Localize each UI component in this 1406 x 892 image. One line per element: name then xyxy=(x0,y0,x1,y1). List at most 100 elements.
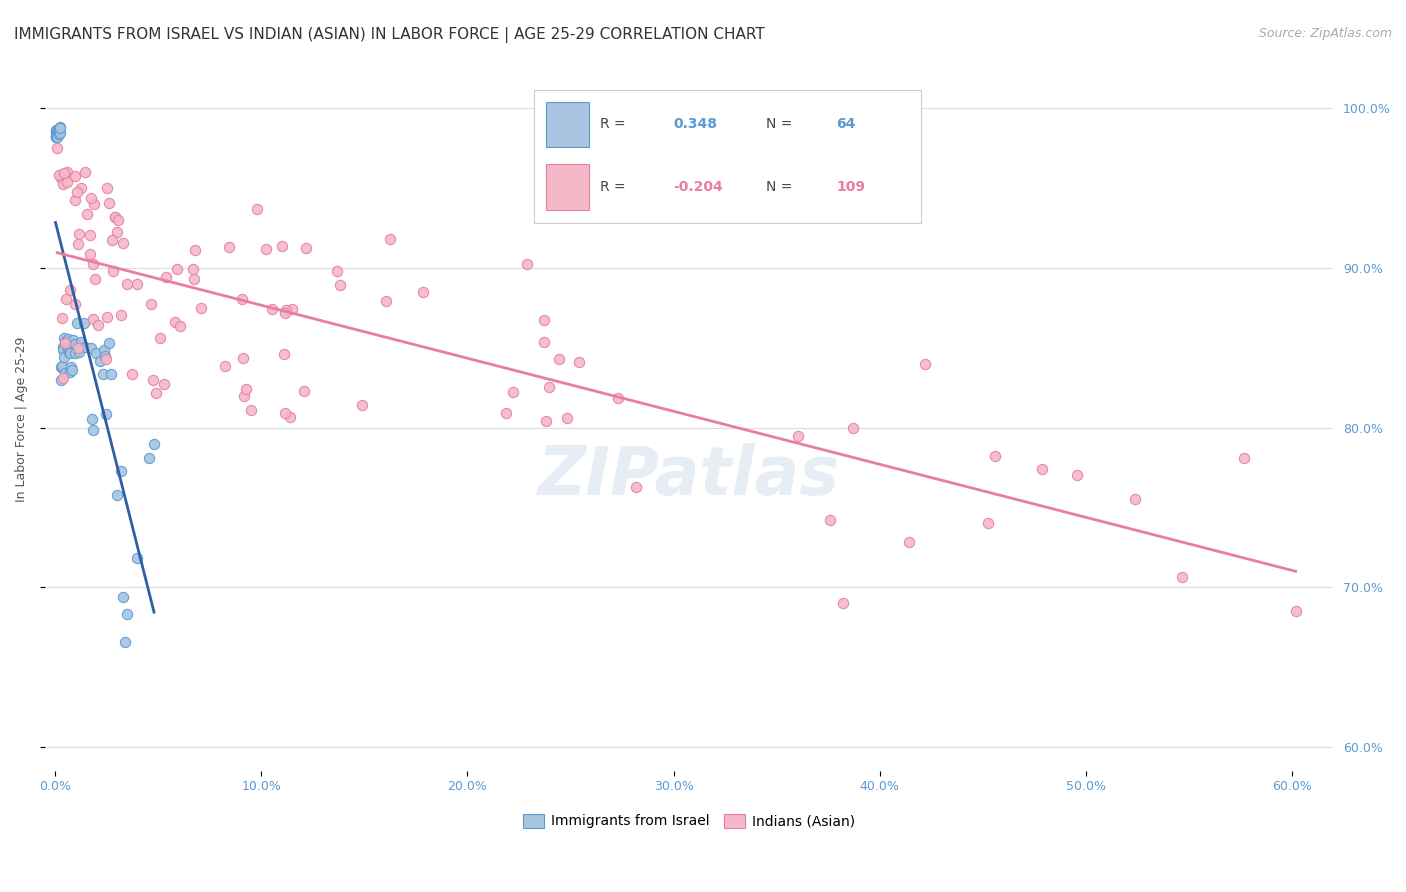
Point xyxy=(70,181,93,195)
Point xyxy=(45,124,67,138)
Point xyxy=(48,122,70,136)
Point xyxy=(897,534,920,549)
Point xyxy=(97,196,120,211)
Point xyxy=(533,313,555,327)
Point xyxy=(380,232,402,246)
Text: ZIPatlas: ZIPatlas xyxy=(538,442,839,508)
Point xyxy=(96,181,118,195)
Point xyxy=(87,318,110,332)
Point xyxy=(51,360,73,375)
Point xyxy=(169,319,191,334)
Point xyxy=(59,284,82,298)
Point xyxy=(374,294,396,309)
Point xyxy=(84,272,107,286)
Point xyxy=(166,262,188,277)
Point xyxy=(96,310,118,324)
Point xyxy=(66,341,89,355)
Point xyxy=(79,190,101,204)
Point xyxy=(49,373,72,387)
Point xyxy=(66,316,89,330)
Point xyxy=(115,607,138,621)
Point xyxy=(1066,468,1088,483)
Point xyxy=(52,371,75,385)
Point xyxy=(281,301,304,316)
Point xyxy=(127,551,149,566)
Point xyxy=(63,337,86,351)
Point xyxy=(45,127,67,141)
Point xyxy=(274,306,297,320)
Point xyxy=(65,185,87,199)
Point xyxy=(533,335,555,350)
Point xyxy=(537,380,560,394)
Text: Source: ZipAtlas.com: Source: ZipAtlas.com xyxy=(1258,27,1392,40)
Point xyxy=(63,169,86,183)
Point xyxy=(63,297,86,311)
Point xyxy=(832,596,855,610)
Point xyxy=(48,124,70,138)
Point xyxy=(1031,461,1053,475)
Point xyxy=(183,262,205,277)
Point xyxy=(214,359,236,373)
Point xyxy=(104,210,127,224)
Point xyxy=(149,331,172,345)
Point xyxy=(94,352,117,367)
Point xyxy=(58,344,80,359)
Point xyxy=(145,385,167,400)
Point xyxy=(82,257,104,271)
Point xyxy=(48,128,70,142)
Point xyxy=(59,342,82,356)
Point xyxy=(273,347,295,361)
Point xyxy=(101,233,124,247)
Point xyxy=(271,239,294,253)
Point xyxy=(83,197,105,211)
Point xyxy=(138,451,160,466)
Point xyxy=(48,121,70,136)
Point xyxy=(53,351,76,365)
Point xyxy=(75,340,97,354)
Point xyxy=(45,129,67,144)
Point xyxy=(55,292,77,306)
Point xyxy=(55,334,77,348)
Point xyxy=(59,366,82,380)
Point xyxy=(46,128,69,143)
Point xyxy=(548,351,571,366)
Point xyxy=(274,406,297,420)
Point xyxy=(51,310,73,325)
Point xyxy=(44,129,66,144)
Point xyxy=(977,516,1000,530)
Point xyxy=(218,240,240,254)
Point xyxy=(89,353,111,368)
Point xyxy=(70,334,93,349)
Point xyxy=(63,346,86,360)
Point xyxy=(352,399,374,413)
Point xyxy=(93,349,115,363)
Point xyxy=(1125,492,1147,507)
Point xyxy=(231,293,253,307)
Y-axis label: In Labor Force | Age 25-29: In Labor Force | Age 25-29 xyxy=(15,337,28,502)
Point xyxy=(93,343,115,358)
Point xyxy=(55,165,77,179)
Point xyxy=(536,414,558,428)
Point xyxy=(105,488,128,502)
Point xyxy=(163,315,186,329)
Point xyxy=(49,120,72,134)
Point xyxy=(52,343,75,358)
Point xyxy=(79,247,101,261)
Point xyxy=(67,237,90,252)
Point xyxy=(55,175,77,189)
Point xyxy=(46,141,69,155)
Point xyxy=(143,436,166,450)
Point xyxy=(818,513,841,527)
Point xyxy=(62,333,84,347)
Point xyxy=(55,337,77,351)
Point xyxy=(97,335,120,350)
Point xyxy=(295,241,318,255)
Point xyxy=(46,123,69,137)
Point xyxy=(292,384,315,398)
Point xyxy=(67,344,90,359)
Point xyxy=(79,228,101,243)
Point xyxy=(73,165,96,179)
Point xyxy=(48,126,70,140)
Point xyxy=(103,264,125,278)
Point xyxy=(235,382,257,396)
